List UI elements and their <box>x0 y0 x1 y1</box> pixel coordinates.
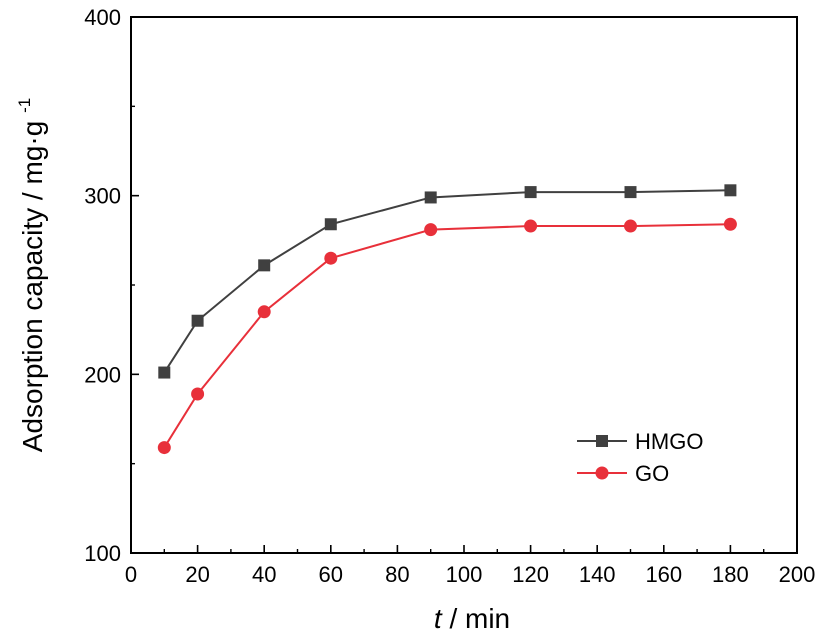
y-axis-title: Adsorption capacity / mg·g -1 <box>15 98 48 452</box>
legend: HMGO GO <box>577 429 703 486</box>
series-line <box>163 189 731 374</box>
y-tick-label: 300 <box>84 184 121 209</box>
data-point-circle <box>324 251 338 265</box>
y-tick-label: 100 <box>84 541 121 566</box>
axis-ticks: 0 20 40 60 80 100 120 140 160 180 200 100 200 300 400 <box>84 5 815 587</box>
data-point-square <box>724 184 737 197</box>
data-point-circle <box>191 387 205 401</box>
legend-item-hmgo: HMGO <box>577 429 703 454</box>
x-tick-label: 80 <box>385 562 409 587</box>
data-point-square <box>424 191 437 204</box>
data-point-circle <box>257 305 271 319</box>
y-axis-title-main: Adsorption capacity / mg·g <box>17 121 48 453</box>
x-tick-label: 180 <box>712 562 749 587</box>
data-point-circle <box>424 223 438 237</box>
x-tick-label: 140 <box>579 562 616 587</box>
legend-label: HMGO <box>635 429 703 454</box>
data-point-circle <box>723 217 737 231</box>
x-tick-label: 200 <box>779 562 816 587</box>
data-point-square <box>191 314 204 327</box>
x-tick-label: 100 <box>446 562 483 587</box>
x-tick-label: 60 <box>319 562 343 587</box>
x-tick-label: 0 <box>125 562 137 587</box>
legend-marker-square <box>596 435 608 447</box>
y-tick-label: 200 <box>84 362 121 387</box>
legend-label: GO <box>635 461 669 486</box>
data-point-circle <box>157 441 171 455</box>
series-go <box>157 217 737 455</box>
data-point-circle <box>624 219 637 233</box>
series-layer <box>157 184 737 455</box>
legend-marker-circle <box>595 466 609 480</box>
x-tick-label: 120 <box>512 562 549 587</box>
data-point-square <box>624 186 637 199</box>
series-line <box>163 223 731 449</box>
data-point-square <box>158 366 171 379</box>
y-axis-title-superscript: -1 <box>15 98 34 113</box>
data-point-square <box>324 218 337 231</box>
x-axis-title: t / min <box>434 603 510 634</box>
x-tick-label: 160 <box>645 562 682 587</box>
data-point-circle <box>524 219 538 233</box>
x-tick-label: 20 <box>185 562 209 587</box>
x-axis-title-unit: / min <box>449 603 510 634</box>
legend-item-go: GO <box>577 461 669 486</box>
data-point-square <box>524 186 537 199</box>
x-tick-label: 40 <box>252 562 276 587</box>
data-point-square <box>258 259 271 272</box>
x-axis-title-italic: t <box>434 603 443 634</box>
y-tick-label: 400 <box>84 5 121 30</box>
series-hmgo <box>158 184 737 379</box>
plot-frame <box>130 16 798 554</box>
